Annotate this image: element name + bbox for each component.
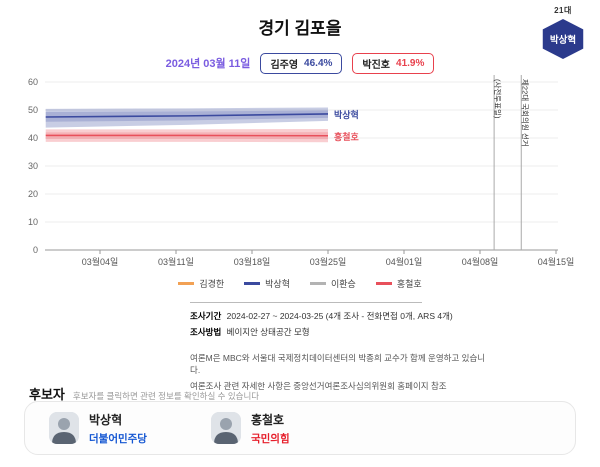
legend-label: 홍철호: [396, 279, 422, 289]
series-line: [45, 113, 329, 118]
score-candidate-name: 박진호: [362, 59, 391, 71]
candidate-name: 홍철호: [250, 412, 285, 427]
chart-legend: 김경한 박상혁 이환승 홍철호: [0, 277, 600, 290]
x-axis-tick-label: 03월25일: [310, 256, 347, 267]
y-axis-tick-label: 60: [28, 77, 38, 87]
score-candidate-name: 김주영: [270, 59, 299, 71]
poll-trend-chart: 0 10 20 30 40 50 60 03월04일 03월11일 03월18일 03월25일 04월…: [28, 75, 575, 267]
candidate-photo: [210, 412, 241, 444]
x-axis-tick-label: 03월04일: [82, 256, 119, 267]
y-axis-tick-label: 0: [33, 245, 38, 255]
survey-info: 조사기간 2024-02-27 ~ 2024-03-25 (4개 조사 - 전화…: [190, 302, 490, 396]
legend-dash: [375, 282, 392, 285]
survey-method-label: 조사방법: [190, 327, 222, 337]
legend-label: 김경한: [199, 279, 225, 289]
annotation-label: (사전투표일): [493, 79, 503, 119]
series-end-label: 홍철호: [334, 131, 360, 142]
legend-label: 박상혁: [265, 279, 290, 289]
survey-period-value: 2024-02-27 ~ 2024-03-25 (4개 조사 - 전화면접 0개…: [226, 311, 453, 321]
legend-dash: [244, 282, 261, 285]
legend-item[interactable]: 김경한: [178, 277, 224, 290]
legend-dash: [310, 282, 326, 285]
candidates-header: 후보자 후보자를 클릭하면 관련 정보를 확인하실 수 있습니다: [29, 384, 259, 403]
candidate-party: 국민의힘: [250, 432, 290, 445]
survey-method-value: 베이지안 상태공간 모형: [226, 327, 310, 337]
series-end-label: 박상혁: [334, 109, 359, 120]
score-box: 박진호 41.9%: [352, 52, 435, 74]
y-axis-tick-label: 30: [28, 161, 38, 171]
divider: [190, 302, 422, 303]
page-title: 경기 김포을: [258, 19, 342, 38]
person-icon: [49, 412, 79, 444]
score-box: 김주영 46.4%: [260, 52, 343, 74]
candidates-box: 박상혁 더불어민주당 홍철호 국민의힘: [24, 401, 576, 455]
legend-item[interactable]: 박상혁: [244, 277, 290, 290]
survey-period-label: 조사기간: [190, 311, 222, 321]
legend-label: 이환승: [331, 279, 356, 289]
x-axis-tick-label: 03월11일: [158, 256, 194, 267]
confidence-band: [45, 107, 329, 128]
candidate-photo: [49, 412, 79, 444]
y-axis-tick-label: 50: [28, 105, 38, 115]
poll-date: 2024년 03월 11일: [165, 58, 251, 70]
x-axis-tick-label: 04월15일: [538, 256, 575, 267]
y-axis-tick-label: 40: [28, 133, 38, 143]
incumbent-badge-wrap: 21대 박상혁: [539, 5, 587, 59]
candidate-name: 박상혁: [89, 412, 123, 427]
candidate-card[interactable]: 박상혁 더불어민주당: [49, 411, 147, 446]
candidate-party: 더불어민주당: [89, 432, 147, 445]
x-axis-tick-label: 04월01일: [386, 256, 423, 267]
badge-term-label: 21대: [554, 6, 572, 15]
survey-note-operator: 여론M은 MBC와 서울대 국제정치데이터센터의 박종희 교수가 함께 운영하고…: [190, 353, 486, 375]
subheader: 2024년 03월 11일 김주영 46.4% 박진호 41.9%: [0, 52, 600, 74]
candidate-card[interactable]: 홍철호 국민의힘: [210, 411, 290, 446]
incumbent-name: 박상혁: [549, 35, 577, 46]
legend-item[interactable]: 홍철호: [375, 277, 422, 290]
score-percentage: 41.9%: [396, 57, 425, 69]
person-icon: [210, 412, 241, 444]
y-axis-tick-label: 10: [28, 217, 38, 227]
candidates-title: 후보자: [29, 387, 65, 402]
annotation-label: 제22대 국회의원 선거: [520, 79, 530, 147]
legend-dash: [178, 282, 195, 285]
x-axis-tick-label: 03월18일: [234, 256, 271, 267]
survey-note-reference: 여론조사 관련 자세한 사항은 중앙선거여론조사심의위원회 홈페이지 참조: [190, 381, 447, 391]
legend-item[interactable]: 이환승: [310, 277, 356, 290]
y-axis-tick-label: 20: [28, 189, 38, 199]
x-axis-tick-label: 04월08일: [462, 256, 499, 267]
score-percentage: 46.4%: [304, 57, 333, 69]
candidates-subtitle: 후보자를 클릭하면 관련 정보를 확인하실 수 있습니다: [72, 391, 260, 401]
